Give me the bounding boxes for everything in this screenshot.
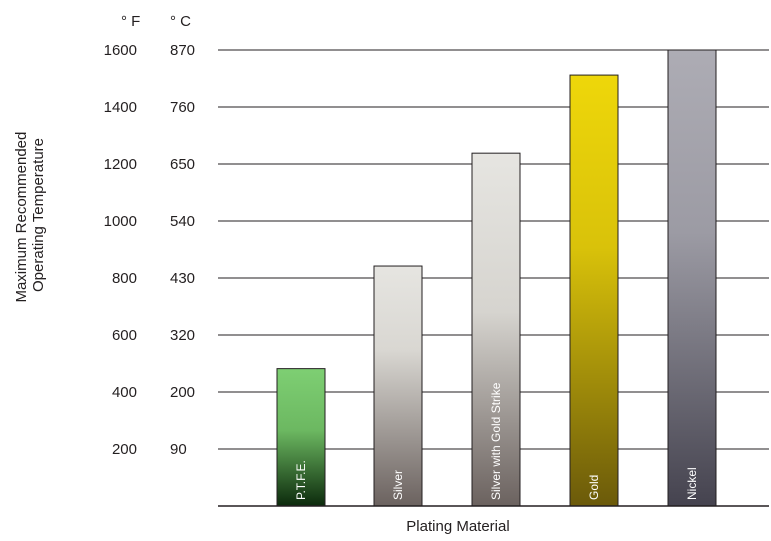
y-tick-label-fahrenheit: 1600 xyxy=(104,42,137,59)
bar-category-label: Nickel xyxy=(685,467,699,500)
y-axis-title-line-2: Operating Temperature xyxy=(30,138,47,292)
bar xyxy=(569,74,619,507)
y-tick-label-celsius: 430 xyxy=(170,270,195,287)
y-tick-label-fahrenheit: 400 xyxy=(112,384,137,401)
y-tick-label-celsius: 90 xyxy=(170,441,187,458)
y-axis-title-line-1: Maximum Recommended xyxy=(13,132,30,303)
y-tick-label-celsius: 200 xyxy=(170,384,195,401)
y-tick-label-fahrenheit: 600 xyxy=(112,327,137,344)
y-tick-label-celsius: 650 xyxy=(170,156,195,173)
y-tick-label-celsius: 870 xyxy=(170,42,195,59)
y-tick-label-celsius: 760 xyxy=(170,99,195,116)
y-axis-title: Maximum Recommended Operating Temperatur… xyxy=(13,127,47,302)
x-axis-title: Plating Material xyxy=(406,518,509,535)
bar-category-label: P.T.F.E. xyxy=(294,460,308,500)
bar xyxy=(276,368,326,507)
fahrenheit-unit: ° F xyxy=(121,13,140,30)
y-tick-label-fahrenheit: 1000 xyxy=(104,213,137,230)
bar xyxy=(373,265,423,507)
y-tick-label-fahrenheit: 800 xyxy=(112,270,137,287)
bar-category-label: Gold xyxy=(587,475,601,500)
bar xyxy=(471,152,521,507)
bars: P.T.F.E. Silver Silver with Gold Strike Gol… xyxy=(276,49,717,507)
y-tick-label-celsius: 540 xyxy=(170,213,195,230)
y-tick-label-fahrenheit: 1200 xyxy=(104,156,137,173)
bar xyxy=(667,49,717,507)
celsius-ticks: 90 200 320 430 540 650 760 870 xyxy=(170,42,195,458)
y-tick-label-fahrenheit: 1400 xyxy=(104,99,137,116)
bar-category-label: Silver xyxy=(391,470,405,500)
y-tick-label-celsius: 320 xyxy=(170,327,195,344)
celsius-unit: ° C xyxy=(170,13,191,30)
bar-category-label: Silver with Gold Strike xyxy=(489,382,503,500)
fahrenheit-ticks: 200 400 600 800 1000 1200 1400 1600 xyxy=(104,42,137,458)
y-tick-label-fahrenheit: 200 xyxy=(112,441,137,458)
